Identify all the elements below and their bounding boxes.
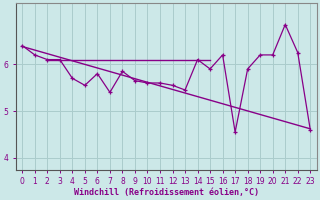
X-axis label: Windchill (Refroidissement éolien,°C): Windchill (Refroidissement éolien,°C) (74, 188, 259, 197)
